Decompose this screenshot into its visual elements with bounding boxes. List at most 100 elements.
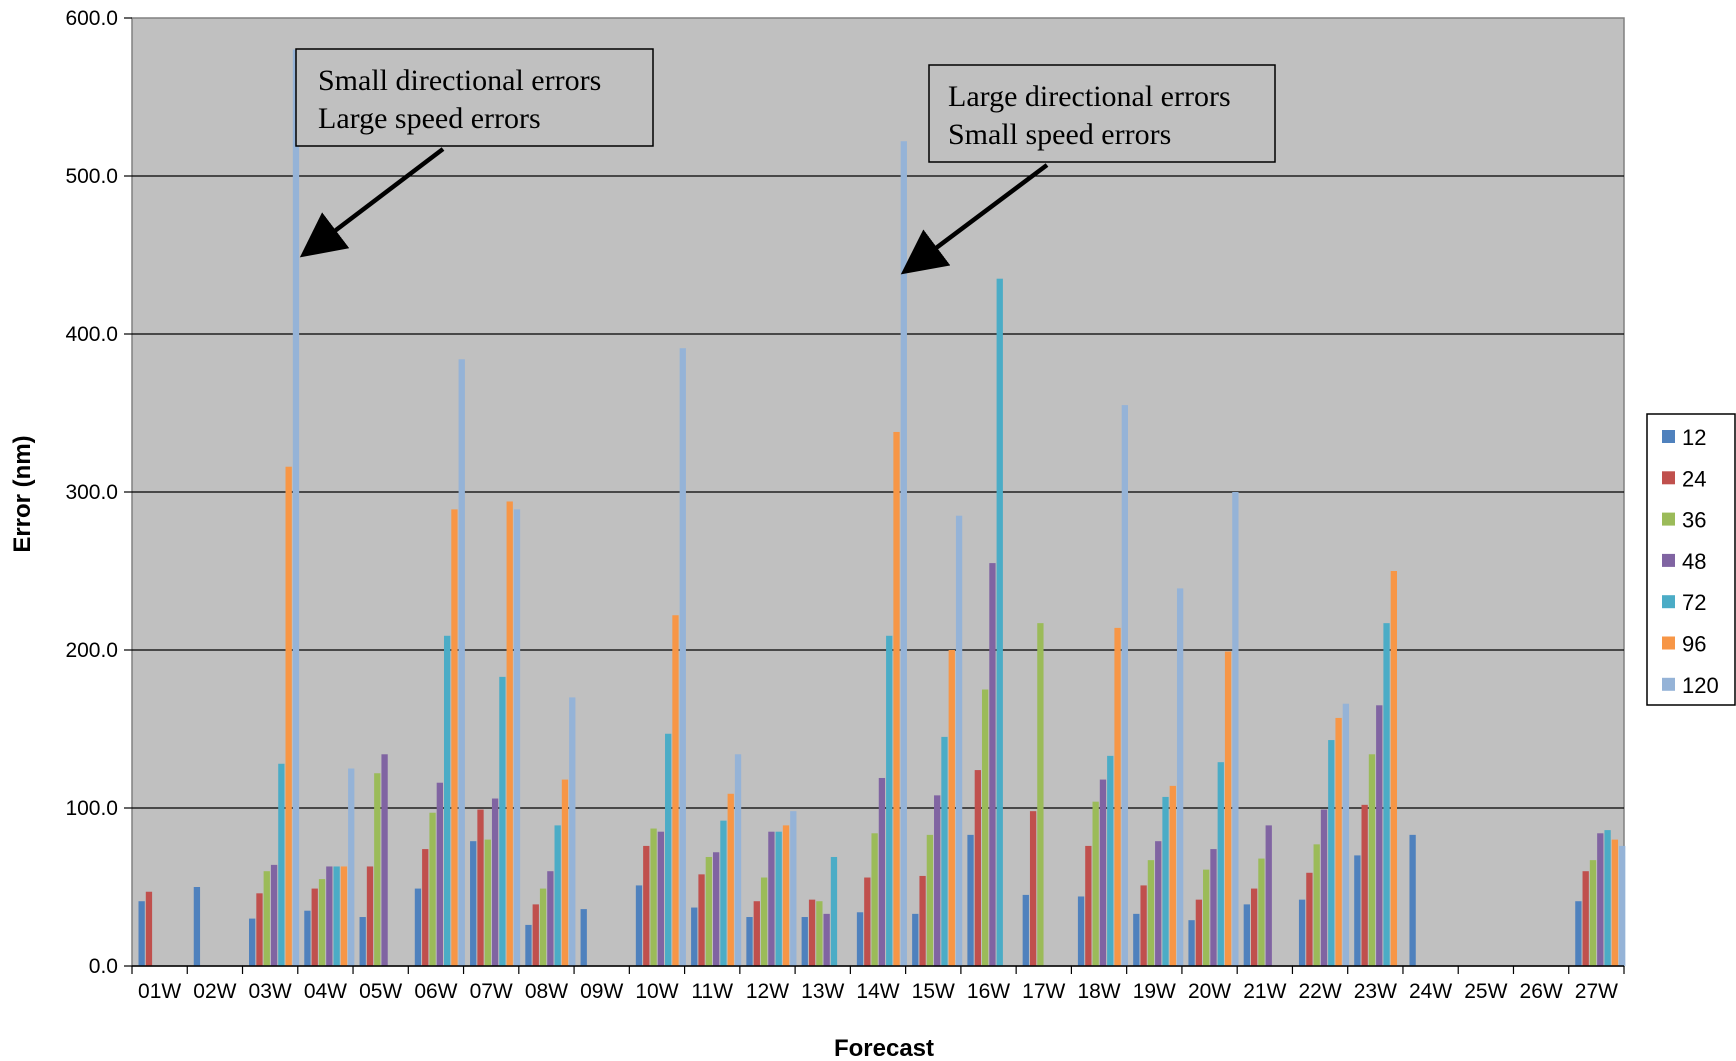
bar-27W-96 bbox=[1611, 839, 1619, 966]
bar-03W-48 bbox=[270, 864, 278, 966]
bar-15W-12 bbox=[912, 913, 919, 966]
y-tick-label: 600.0 bbox=[65, 7, 118, 30]
bar-04W-48 bbox=[326, 866, 333, 966]
x-tick-label: 13W bbox=[801, 980, 844, 1003]
bar-08W-96 bbox=[561, 779, 569, 966]
bar-11W-72 bbox=[720, 820, 727, 966]
legend-swatch bbox=[1662, 471, 1675, 485]
y-axis-title: Error (nm) bbox=[9, 435, 36, 552]
bar-22W-96 bbox=[1335, 717, 1342, 966]
bar-03W-12 bbox=[249, 918, 256, 966]
bar-18W-24 bbox=[1085, 845, 1092, 966]
legend-label: 24 bbox=[1682, 466, 1706, 491]
bar-20W-120 bbox=[1232, 492, 1239, 966]
bar-10W-96 bbox=[672, 615, 679, 966]
bar-19W-120 bbox=[1176, 588, 1184, 966]
bar-18W-12 bbox=[1077, 896, 1085, 966]
annotation-arrow bbox=[299, 147, 445, 258]
bar-23W-72 bbox=[1383, 623, 1390, 966]
bar-05W-48 bbox=[381, 754, 388, 966]
bar-14W-96 bbox=[893, 431, 900, 967]
bar-06W-48 bbox=[436, 782, 443, 966]
bar-14W-36 bbox=[871, 833, 878, 966]
bar-04W-36 bbox=[318, 879, 326, 966]
bar-04W-120 bbox=[348, 768, 355, 966]
x-tick-label: 16W bbox=[967, 980, 1010, 1003]
legend-swatch bbox=[1662, 512, 1675, 526]
bar-15W-24 bbox=[919, 875, 926, 966]
bar-19W-12 bbox=[1133, 913, 1140, 966]
bar-21W-12 bbox=[1243, 904, 1250, 966]
x-tick-label: 21W bbox=[1243, 980, 1286, 1003]
legend-swatch bbox=[1662, 553, 1675, 567]
bar-06W-120 bbox=[458, 359, 465, 966]
x-tick-label: 15W bbox=[912, 980, 955, 1003]
bar-05W-36 bbox=[374, 773, 381, 966]
x-tick-label: 12W bbox=[746, 980, 789, 1003]
x-tick-label: 20W bbox=[1188, 980, 1231, 1003]
bar-12W-12 bbox=[746, 917, 753, 966]
bar-07W-48 bbox=[491, 798, 499, 966]
bar-22W-12 bbox=[1298, 899, 1306, 966]
legend-label: 12 bbox=[1682, 425, 1706, 450]
bar-20W-72 bbox=[1217, 762, 1224, 966]
bar-13W-36 bbox=[816, 901, 823, 966]
bar-20W-12 bbox=[1188, 920, 1195, 966]
annotation-box bbox=[928, 64, 1276, 163]
bar-20W-24 bbox=[1195, 899, 1203, 966]
x-tick-label: 09W bbox=[580, 980, 623, 1003]
bar-23W-12 bbox=[1354, 855, 1361, 966]
bar-06W-12 bbox=[414, 888, 422, 966]
bar-12W-24 bbox=[753, 901, 760, 966]
bar-14W-72 bbox=[886, 635, 893, 966]
bar-16W-72 bbox=[996, 278, 1003, 966]
y-tick-label: 400.0 bbox=[65, 323, 118, 346]
bar-23W-96 bbox=[1390, 571, 1398, 966]
annotation-text: Small directional errors bbox=[318, 64, 601, 97]
annotation-text: Large directional errors bbox=[948, 80, 1231, 113]
bar-22W-72 bbox=[1328, 740, 1335, 966]
bar-04W-96 bbox=[340, 866, 348, 966]
x-tick-label: 11W bbox=[691, 980, 733, 1003]
bar-27W-72 bbox=[1604, 830, 1611, 966]
bar-12W-96 bbox=[782, 825, 790, 966]
annotation-text: Large speed errors bbox=[318, 102, 541, 135]
bar-01W-24 bbox=[145, 891, 153, 966]
x-tick-label: 03W bbox=[249, 980, 292, 1003]
legend-swatch bbox=[1662, 430, 1675, 443]
bar-06W-96 bbox=[451, 509, 458, 966]
bar-12W-48 bbox=[768, 831, 775, 966]
x-tick-label: 07W bbox=[470, 980, 513, 1003]
bar-07W-96 bbox=[506, 501, 513, 966]
bar-08W-72 bbox=[554, 825, 561, 966]
bar-27W-120 bbox=[1619, 845, 1626, 966]
x-tick-label: 01W bbox=[138, 980, 181, 1003]
bar-07W-72 bbox=[499, 676, 506, 966]
bar-24W-12 bbox=[1409, 834, 1416, 966]
x-tick-label: 14W bbox=[856, 980, 899, 1003]
legend-label: 48 bbox=[1682, 549, 1706, 574]
bar-06W-72 bbox=[443, 635, 451, 966]
bar-16W-24 bbox=[974, 770, 981, 966]
axes-group: 0.0 100.0 200.0 300.0 400.0 500.0 600.0 01W 02W 0… bbox=[65, 7, 1625, 1003]
annotation-text: Small speed errors bbox=[948, 118, 1171, 151]
bar-21W-48 bbox=[1265, 825, 1272, 966]
bar-20W-96 bbox=[1224, 651, 1232, 966]
bar-10W-12 bbox=[635, 885, 643, 966]
bar-04W-12 bbox=[304, 910, 311, 966]
bar-23W-48 bbox=[1376, 705, 1383, 966]
x-tick-label: 25W bbox=[1464, 980, 1507, 1003]
bar-11W-36 bbox=[705, 856, 712, 966]
bar-04W-24 bbox=[311, 888, 318, 966]
bar-08W-24 bbox=[532, 904, 539, 966]
x-tick-label: 22W bbox=[1298, 980, 1341, 1003]
bar-11W-96 bbox=[727, 793, 734, 966]
y-tick-label: 200.0 bbox=[65, 639, 118, 662]
bar-23W-36 bbox=[1368, 754, 1376, 966]
bar-13W-48 bbox=[823, 913, 830, 966]
bar-22W-120 bbox=[1342, 703, 1350, 966]
gridlines bbox=[132, 175, 1624, 809]
bar-20W-48 bbox=[1210, 849, 1217, 966]
bar-22W-48 bbox=[1320, 809, 1328, 966]
